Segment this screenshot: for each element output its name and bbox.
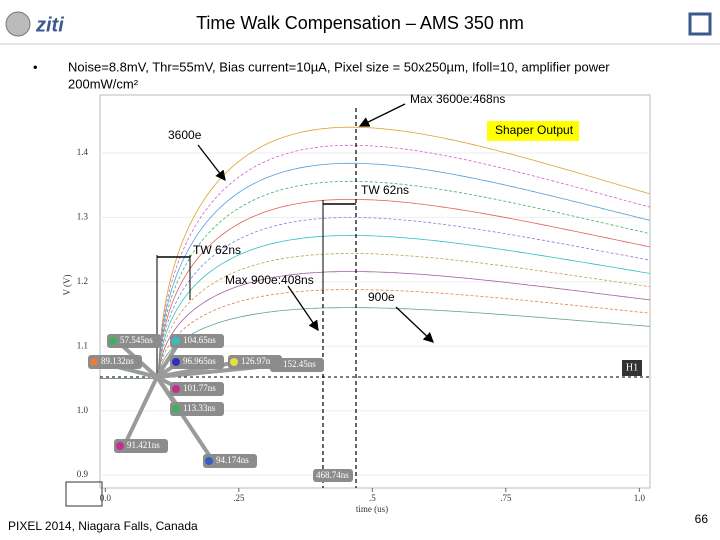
waveform (99, 144, 651, 379)
arrow (358, 103, 406, 127)
marker-dot (205, 457, 213, 465)
legend-box (65, 481, 103, 507)
pill (170, 334, 224, 348)
waveform (99, 289, 651, 379)
annotation: 900e (368, 290, 395, 304)
marker-dot (230, 358, 238, 366)
x-tick-label: .75 (500, 493, 512, 503)
x-tick-label: .5 (369, 493, 376, 503)
arrow (197, 144, 226, 182)
y-axis-label: V (V) (62, 274, 72, 295)
marker-dot (116, 442, 124, 450)
pill (170, 382, 224, 396)
marker-label: 126.97ns (241, 356, 274, 366)
marker-label: 57.545ns (120, 335, 153, 345)
marker-label: 91.421ns (127, 440, 160, 450)
y-tick-label: 0.9 (77, 469, 89, 479)
pill (203, 454, 257, 468)
y-tick-label: 1.0 (77, 405, 89, 415)
waveform (99, 271, 651, 379)
bullet-mark: • (33, 59, 38, 74)
waveform (99, 126, 651, 379)
marker-label: 96.965ns (183, 356, 216, 366)
footer-venue: PIXEL 2014, Niagara Falls, Canada (8, 519, 198, 533)
x-tick-label: .25 (233, 493, 245, 503)
annotation: Shaper Output (495, 123, 574, 137)
marker-label: 152.45ns (283, 359, 316, 369)
waveform (99, 162, 651, 379)
marker-label: 104.65ns (183, 335, 216, 345)
plot-frame (99, 94, 651, 489)
bullet-text: 200mW/cm² (68, 76, 139, 91)
y-tick-label: 1.4 (77, 147, 89, 157)
h1-label: H1 (626, 362, 638, 373)
annotation: Max 900e:408ns (225, 273, 314, 287)
waveform (99, 199, 651, 379)
pill (270, 358, 324, 372)
logo: ziti (35, 14, 64, 36)
waveform (99, 180, 651, 379)
callout-leader (122, 376, 159, 447)
waveform (99, 217, 651, 379)
marker-label: 89.132ns (101, 356, 134, 366)
shaper-box (487, 121, 579, 141)
pill (170, 355, 224, 369)
marker-label: 113.33ns (183, 403, 216, 413)
annotation: 468.74ns (316, 470, 349, 480)
x-axis-label: time (us) (356, 504, 388, 514)
y-tick-label: 1.3 (77, 211, 89, 221)
annotation: 3600e (168, 128, 202, 142)
marker-label: 101.77ns (183, 383, 216, 393)
annotation: TW 62ns (193, 243, 241, 257)
annotation: Max 3600e:468ns (410, 92, 505, 106)
marker-dot (109, 337, 117, 345)
arrow (287, 285, 319, 332)
pill (170, 402, 224, 416)
x-tick-label: 0.0 (100, 493, 112, 503)
pill (313, 469, 353, 482)
y-tick-label: 1.1 (77, 340, 88, 350)
annotation: TW 62ns (361, 183, 409, 197)
marker-dot (90, 358, 98, 366)
slide-title: Time Walk Compensation – AMS 350 nm (196, 13, 524, 33)
page-number: 66 (695, 512, 709, 526)
waveform (99, 234, 651, 379)
x-tick-label: 1.0 (634, 493, 646, 503)
university-seal (5, 11, 31, 37)
bullet-text: Noise=8.8mV, Thr=55mV, Bias current=10µA… (68, 59, 610, 74)
marker-dot (172, 337, 180, 345)
arrow (395, 306, 434, 343)
pill (88, 355, 142, 369)
waveform (99, 253, 651, 379)
h1-box (622, 360, 642, 376)
marker-dot (172, 385, 180, 393)
pill (107, 334, 161, 348)
pill (114, 439, 168, 453)
marker-dot (172, 405, 180, 413)
callout-leader (155, 375, 215, 463)
marker-dot (172, 358, 180, 366)
plot: 1.4 1.3 1.2 1.1 1.0 0.9 0.0 .25 .5 .75 1.0 V (V) tim… (62, 92, 651, 514)
y-tick-label: 1.2 (77, 276, 88, 286)
logo-right (688, 12, 712, 36)
marker-label: 94.174ns (216, 455, 249, 465)
pill (228, 355, 282, 369)
